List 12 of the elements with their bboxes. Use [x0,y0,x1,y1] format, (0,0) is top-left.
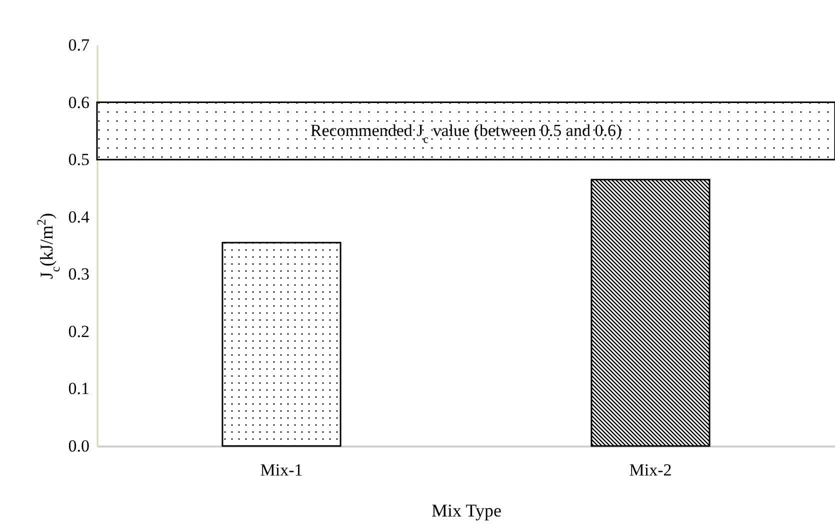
x-axis-title: Mix Type [432,500,502,520]
y-tick-label: 0.2 [68,322,90,341]
y-tick-label: 0.7 [68,36,90,54]
y-tick-label: 0.3 [68,264,90,284]
y-tick-label: 0.5 [68,150,90,170]
y-tick-label: 0.1 [68,379,90,398]
x-tick-label: Mix-1 [260,460,303,480]
y-tick-label: 0.0 [68,436,90,456]
band-label: Recommended J$_{c}$ value (between 0.5 and 0.6) [310,120,622,146]
x-tick-label: Mix-2 [629,460,672,480]
y-tick-label: 0.4 [68,207,90,226]
y-tick-label: 0.6 [68,92,90,112]
